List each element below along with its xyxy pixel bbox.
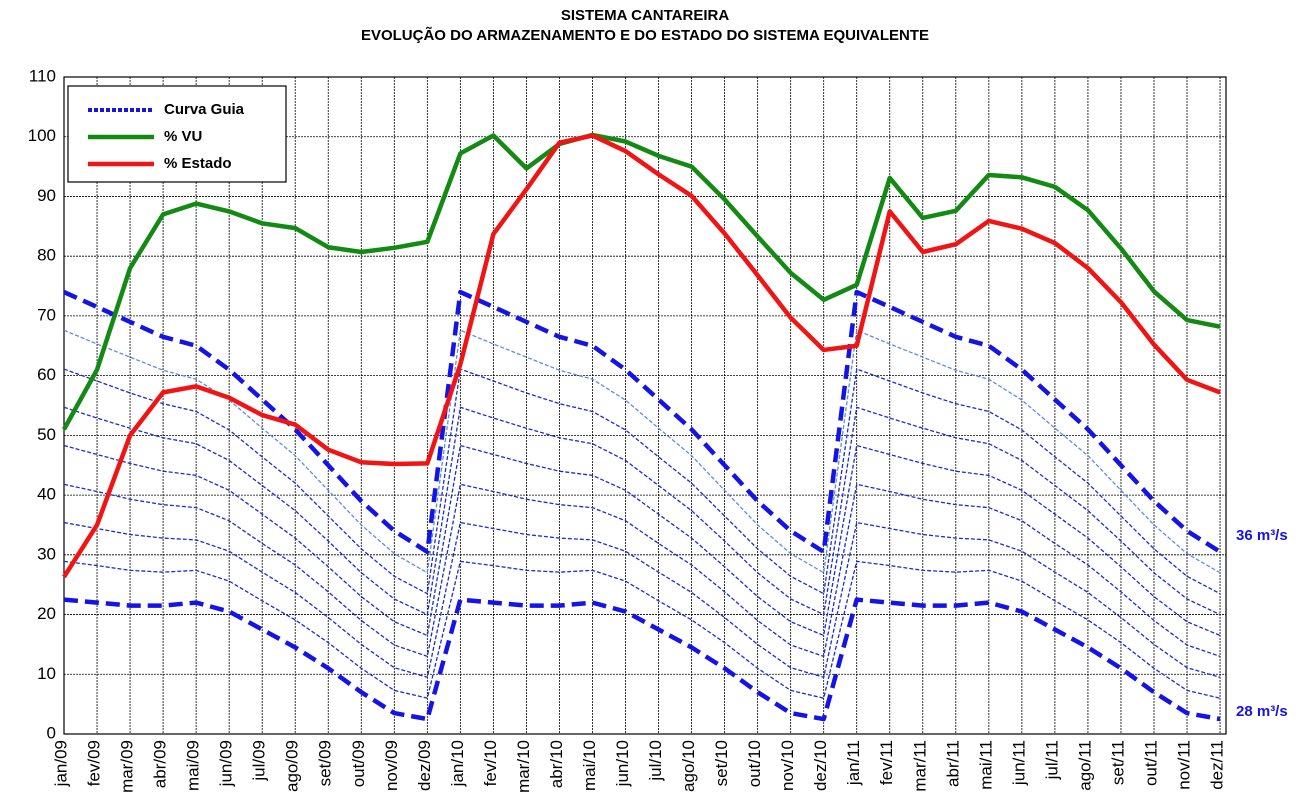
y-tick-label: 100 xyxy=(28,126,56,145)
x-tick-label: nov/11 xyxy=(1175,740,1194,790)
x-tick-label: jul/10 xyxy=(646,740,665,782)
series-line xyxy=(63,289,1222,555)
series-line xyxy=(63,329,1221,574)
x-tick-label: dez/09 xyxy=(415,740,434,791)
x-tick-label: jul/09 xyxy=(250,740,269,782)
x-tick-label: nov/09 xyxy=(382,740,401,791)
x-tick-label: fev/10 xyxy=(481,740,500,786)
y-tick-label: 80 xyxy=(37,246,56,265)
y-tick-label: 40 xyxy=(37,485,56,504)
series-line xyxy=(62,132,1221,431)
x-tick-label: jun/11 xyxy=(1009,740,1028,786)
series-line xyxy=(63,521,1221,678)
series-line xyxy=(63,406,1221,616)
x-tick-label: dez/11 xyxy=(1208,740,1227,790)
x-tick-label: mar/09 xyxy=(118,740,137,793)
legend-label: % Estado xyxy=(164,155,232,172)
y-tick-label: 50 xyxy=(37,425,56,444)
x-tick-label: abr/10 xyxy=(547,740,566,788)
legend-label: Curva Guia xyxy=(164,101,245,118)
x-tick-label: out/09 xyxy=(349,740,368,787)
series-line xyxy=(63,597,1221,722)
x-tick-label: nov/10 xyxy=(778,740,797,791)
y-tick-label: 110 xyxy=(29,66,56,85)
x-tick-label: jan/11 xyxy=(844,740,863,786)
y-tick-label: 20 xyxy=(37,604,56,623)
x-tick-label: set/11 xyxy=(1108,740,1127,785)
x-tick-label: out/10 xyxy=(745,740,764,787)
x-tick-label: ago/10 xyxy=(679,740,698,792)
chart-title: SISTEMA CANTAREIRA xyxy=(561,7,730,24)
annotation: 28 m³/s xyxy=(1236,703,1288,720)
x-tick-label: fev/09 xyxy=(85,740,104,786)
y-tick-label: 0 xyxy=(47,723,56,742)
x-tick-label: abr/09 xyxy=(151,740,170,788)
x-tick-label: mar/11 xyxy=(910,740,929,792)
x-tick-label: fev/11 xyxy=(877,740,896,785)
chart-subtitle: EVOLUÇÃO DO ARMAZENAMENTO E DO ESTADO DO… xyxy=(361,26,929,44)
legend: Curva Guia % VU % Estado xyxy=(67,85,287,183)
series-line xyxy=(63,368,1221,595)
series-line xyxy=(62,133,1221,579)
x-tick-label: ago/11 xyxy=(1075,740,1094,791)
plot-frame xyxy=(63,76,1227,735)
legend-label: % VU xyxy=(164,128,202,145)
x-tick-label: dez/10 xyxy=(811,740,830,791)
x-tick-label: mai/09 xyxy=(184,740,203,791)
y-tick-label: 70 xyxy=(37,305,56,324)
x-tick-label: abr/11 xyxy=(943,740,962,787)
x-tick-label: jan/10 xyxy=(448,740,467,787)
annotation: 36 m³/s xyxy=(1236,527,1288,544)
y-tick-label: 30 xyxy=(37,544,56,563)
x-tick-label: mai/11 xyxy=(976,740,995,790)
x-tick-label: mai/10 xyxy=(580,740,599,791)
x-tick-label: mar/10 xyxy=(514,740,533,793)
series-line xyxy=(63,483,1221,658)
x-tick-label: out/11 xyxy=(1141,740,1160,786)
y-tick-label: 90 xyxy=(37,186,56,205)
x-tick-label: ago/09 xyxy=(283,740,302,792)
y-tick-label: 10 xyxy=(37,664,56,683)
x-tick-label: set/09 xyxy=(316,740,335,786)
x-tick-label: jan/09 xyxy=(51,740,70,787)
series-line xyxy=(63,560,1221,699)
y-tick-label: 60 xyxy=(37,365,56,384)
x-tick-label: jun/10 xyxy=(613,740,632,787)
x-tick-label: jul/11 xyxy=(1042,740,1061,780)
x-tick-label: jun/09 xyxy=(217,740,236,787)
series-line xyxy=(63,444,1221,637)
x-tick-label: set/10 xyxy=(712,740,731,786)
